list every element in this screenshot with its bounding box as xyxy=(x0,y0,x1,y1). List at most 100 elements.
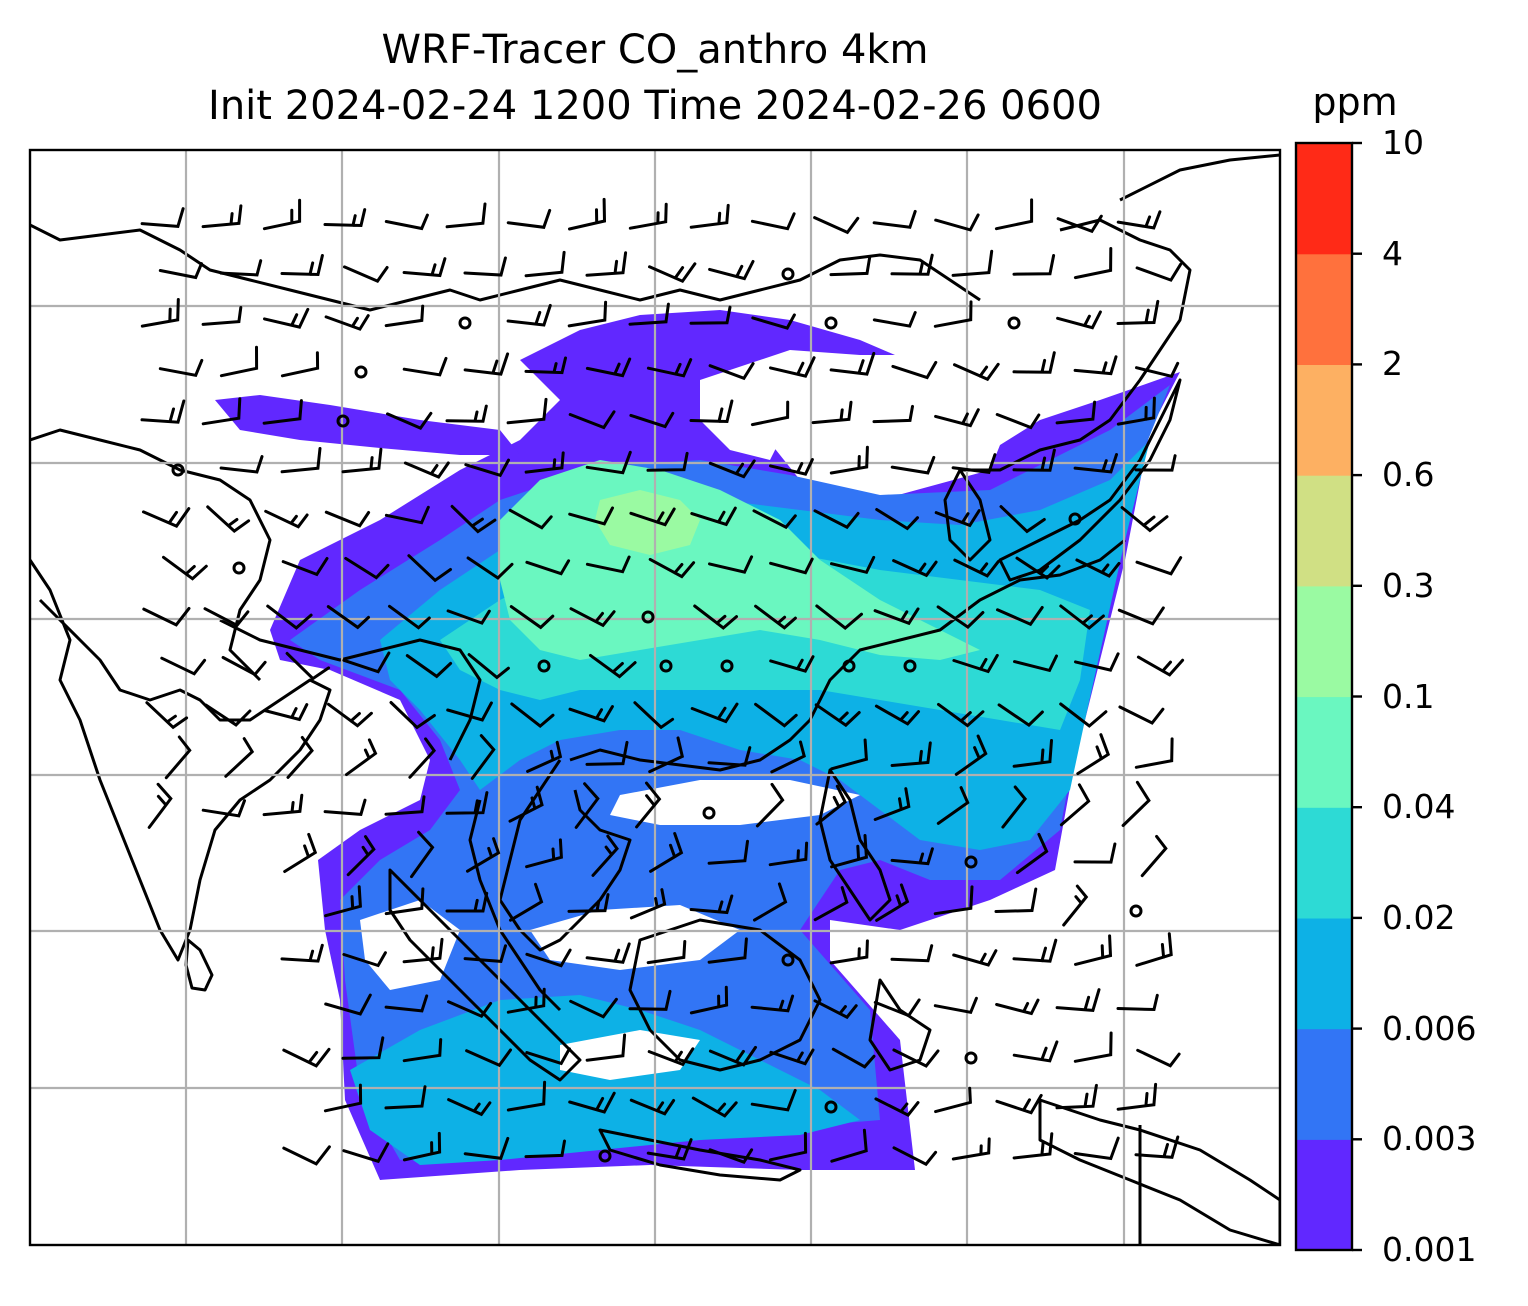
wind-barb xyxy=(689,985,729,1015)
wind-barb xyxy=(1116,993,1159,1012)
wind-barb xyxy=(707,746,752,767)
wind-barb xyxy=(585,942,631,964)
wind-barb xyxy=(769,655,815,673)
wind-barb xyxy=(629,888,667,920)
colorbar-unit-label: ppm xyxy=(1312,80,1398,124)
wind-barb xyxy=(280,351,320,378)
border-inner-1 xyxy=(219,618,482,761)
wind-barb xyxy=(1073,453,1118,474)
wind-barb xyxy=(346,835,376,877)
map-frame xyxy=(28,148,1282,1247)
wind-barb xyxy=(568,506,614,526)
colorbar-segment-9 xyxy=(1296,253,1352,365)
wind-barb xyxy=(1121,780,1151,827)
wind-barb xyxy=(995,998,1040,1016)
wind-barb xyxy=(813,509,860,530)
calm-wind-marker xyxy=(824,1100,838,1114)
wind-barb xyxy=(951,249,994,277)
calm-wind-marker xyxy=(458,316,472,330)
calm-wind-marker xyxy=(964,1051,978,1065)
wind-barb xyxy=(831,1047,876,1069)
wind-barb xyxy=(585,357,632,378)
wind-barb xyxy=(342,651,391,674)
wind-barb xyxy=(160,656,207,676)
wind-barb xyxy=(280,943,324,963)
wind-barb xyxy=(263,703,309,722)
wind-barb xyxy=(286,736,314,779)
wind-barb xyxy=(589,653,637,679)
wind-barb xyxy=(1134,1135,1180,1159)
wind-barb xyxy=(1075,558,1121,578)
wind-barb xyxy=(140,207,185,228)
colorbar-tick-label: 0.1 xyxy=(1382,676,1435,716)
colorbar-segment-5 xyxy=(1296,696,1352,808)
wind-barb xyxy=(1073,1031,1113,1063)
wind-barb xyxy=(324,885,362,918)
wind-barb xyxy=(707,937,748,964)
chart-title-line-2: Init 2024-02-24 1200 Time 2024-02-26 060… xyxy=(208,83,1102,129)
wind-barb xyxy=(264,509,309,529)
wind-barb xyxy=(750,212,796,231)
wind-barb xyxy=(506,397,548,425)
colorbar-segment-8 xyxy=(1296,364,1352,476)
coastline-newguinea xyxy=(1038,1098,1280,1245)
wind-barb xyxy=(463,1136,510,1160)
wind-barb xyxy=(708,260,755,281)
calm-wind-marker xyxy=(964,855,978,869)
calm-wind-marker xyxy=(1068,512,1082,526)
coastline-kamchatka xyxy=(1119,153,1280,202)
wind-barb xyxy=(591,834,619,877)
wind-barb xyxy=(567,893,610,913)
wind-barb xyxy=(1073,355,1118,376)
wind-barb xyxy=(509,605,555,630)
colorbar-segment-4 xyxy=(1296,807,1352,919)
wind-barb xyxy=(219,345,259,378)
wind-barb xyxy=(324,993,372,1016)
wind-barb xyxy=(769,557,814,575)
wind-barb xyxy=(568,197,607,231)
wind-barb xyxy=(402,1131,442,1162)
wind-barb xyxy=(341,447,383,474)
coastline-india xyxy=(30,559,332,962)
wind-barb xyxy=(1012,351,1056,374)
colorbar-segment-10 xyxy=(1296,143,1352,255)
wind-barb xyxy=(629,411,675,429)
wind-barb xyxy=(447,1098,492,1117)
wind-barb xyxy=(262,793,304,817)
wind-barb xyxy=(1117,606,1165,626)
wind-barb xyxy=(384,994,429,1013)
wind-barb xyxy=(585,1033,627,1062)
wind-barb xyxy=(629,1098,676,1116)
wind-barb xyxy=(204,703,252,727)
wind-barb xyxy=(323,1083,363,1113)
wind-barb xyxy=(892,1146,938,1167)
wind-barb xyxy=(506,303,552,327)
wind-barb xyxy=(158,358,204,377)
wind-barb xyxy=(466,556,514,580)
wind-barb xyxy=(873,787,911,821)
calm-wind-marker xyxy=(232,561,246,575)
coastline-java xyxy=(598,1128,802,1182)
wind-barb xyxy=(323,208,367,228)
wind-barb xyxy=(1076,733,1111,776)
coastline-sumatra xyxy=(388,868,582,1082)
wind-barb xyxy=(402,937,444,964)
wind-barb xyxy=(751,313,796,330)
wind-barb xyxy=(952,653,999,674)
wind-barb xyxy=(219,259,263,277)
plume-west-arm xyxy=(215,395,520,455)
wind-barb xyxy=(1120,506,1169,533)
wind-barb xyxy=(201,306,243,326)
wind-barb xyxy=(755,782,785,828)
colorbar-tick-label: 0.6 xyxy=(1382,455,1435,495)
wind-barb xyxy=(224,737,255,778)
plume-band-peak xyxy=(595,490,700,555)
wind-barb xyxy=(934,408,980,428)
wind-barb xyxy=(402,257,447,278)
wind-barb xyxy=(996,606,1044,627)
wind-barb xyxy=(815,604,863,631)
wind-barb xyxy=(1135,262,1183,282)
wind-barb xyxy=(769,356,816,378)
clean-gap-south-2 xyxy=(560,1030,700,1080)
wind-barb xyxy=(1015,556,1061,580)
